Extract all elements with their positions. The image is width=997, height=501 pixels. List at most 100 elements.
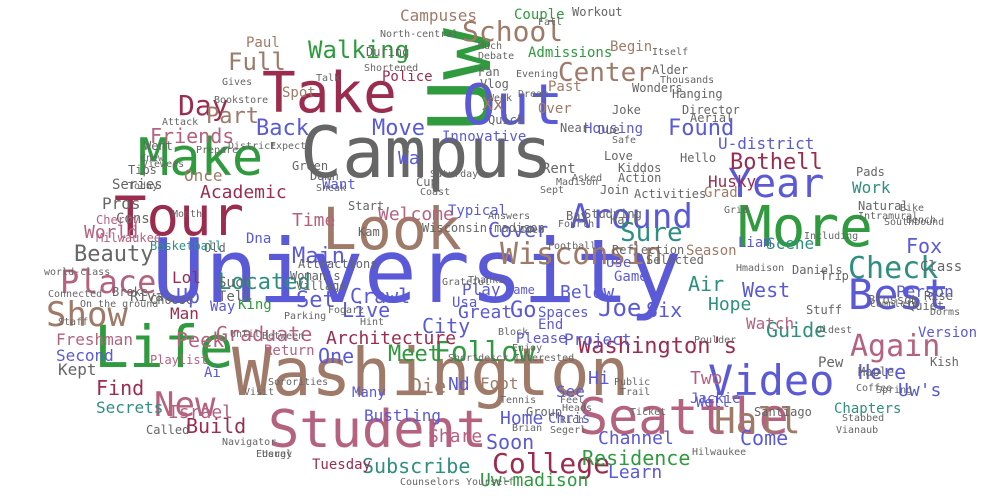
word-debate: Debate [478, 51, 515, 62]
word-attractions: Attractions [298, 257, 378, 271]
word-past: Past [548, 79, 582, 95]
word-please: Please [516, 331, 567, 347]
word-found: Found [668, 116, 735, 141]
word-quiet: Quiet [908, 299, 945, 313]
word-ai: Ai [204, 365, 221, 381]
word-oldest: Oldest [816, 325, 853, 336]
word-foot: Foot [480, 374, 519, 393]
word-pros: Pros [102, 194, 141, 213]
word-best: Best [848, 270, 950, 319]
word-graduate: Graduate [216, 322, 313, 346]
word-wa: Wa [398, 148, 420, 169]
word-washington: Washington [232, 334, 630, 411]
word-parking: Parking [284, 311, 327, 322]
word-located: Located [218, 270, 311, 295]
word-nd: Nd [448, 374, 470, 395]
word-again: Again [850, 329, 941, 364]
word-show: Show [46, 295, 128, 335]
word-student: Student [268, 400, 488, 460]
word-prepare: Prepare [196, 145, 239, 156]
word-set: Set [296, 288, 336, 313]
word-district: District [228, 141, 277, 152]
word-campuses: Campuses [400, 6, 478, 25]
word-public: Public [614, 377, 651, 388]
word-out: Out [462, 73, 564, 138]
word-join: Join [600, 183, 629, 197]
word-admissions: Admissions [528, 45, 613, 61]
word-here: Here [858, 360, 907, 384]
word-fox: Fox [906, 234, 943, 258]
word-bothell: Bothell [730, 150, 823, 175]
word-series: Series [112, 177, 163, 193]
word-up: Up [176, 284, 201, 308]
word-interested: Interested [514, 353, 575, 364]
word-segerl: Segerl [550, 425, 587, 436]
word-friends: Friends [150, 124, 235, 148]
word-yourself: Yourself [466, 477, 515, 488]
word-class: Class [920, 259, 963, 275]
word-daniels: Daniels [792, 263, 843, 277]
word-week: Week [488, 93, 513, 104]
word-went: Went [144, 139, 173, 153]
word-find: Find [96, 376, 145, 400]
word-world-class: world-class [44, 267, 111, 278]
word-enjoy: Enjoy [512, 343, 543, 354]
word-game: Game [614, 269, 648, 285]
word-begin: Begin [610, 39, 653, 55]
word-kiddos: Kiddos [618, 161, 662, 175]
word-talk: Talk [316, 73, 341, 84]
word-academic: Academic [200, 182, 287, 203]
word-couple: Couple [514, 7, 565, 23]
word-attack: Attack [162, 117, 199, 128]
word-safe: Safe [612, 135, 637, 146]
word-hope: Hope [708, 294, 752, 315]
word-channel: Channel [598, 428, 674, 449]
word-home: Home [500, 408, 544, 429]
word-madison: Madison [556, 177, 599, 188]
word-blossom: Blossom [868, 293, 919, 307]
word-basketball: Basketball [150, 239, 223, 253]
word-beauty: Beauty [74, 242, 154, 267]
word-full: Full [228, 48, 286, 76]
word-intramural: Intramural [858, 211, 919, 222]
word-end: End [538, 317, 564, 333]
word-two: Two [690, 368, 723, 389]
word-including: Including [804, 231, 859, 242]
word-hall: Hall [610, 213, 639, 227]
word-move: Move [372, 116, 425, 141]
word-green: Green [292, 159, 329, 173]
word-idea: Idea [520, 225, 545, 236]
word-six: Six [646, 298, 683, 322]
word-liam: Liam [738, 235, 772, 251]
word-shortdescr: Shortdescr [448, 353, 509, 364]
word-bike: Bike [900, 203, 925, 214]
word-typical: Typical [448, 203, 508, 219]
word-secrets: Secrets [96, 398, 164, 417]
word-crawl: Crawl [350, 284, 411, 308]
word-return: Return [264, 343, 315, 359]
word-stabbed: Stabbed [842, 413, 885, 424]
word-u-district: U-district [718, 134, 815, 153]
word-project: Project [564, 330, 632, 349]
word-back: Back [256, 116, 309, 141]
word-month: Month [172, 209, 203, 220]
word-go: Go [510, 298, 537, 323]
word-way: Way [210, 299, 236, 315]
word-on-the-ground: On the ground [80, 299, 159, 310]
word-husky: Husky [708, 172, 757, 191]
word-build: Build [186, 414, 247, 438]
word-quick: Quick [488, 113, 525, 127]
word-architecture: Architecture [326, 328, 457, 349]
word-energy: Energy [256, 449, 293, 460]
word-new: New [154, 385, 216, 425]
word-wonders: Wonders [632, 81, 683, 95]
word-trip: Trip [820, 269, 849, 283]
word-north-central: North-central [380, 29, 459, 40]
word-broke: Broke [112, 285, 149, 299]
word-such: Such [218, 275, 252, 291]
word-uw-madison: Uw-madison [480, 470, 589, 491]
word-bookstore: Bookstore [214, 95, 269, 106]
word-freshman: Freshman [56, 330, 134, 349]
word-soon: Soon [486, 430, 535, 454]
word-activities: Activities [634, 187, 707, 201]
